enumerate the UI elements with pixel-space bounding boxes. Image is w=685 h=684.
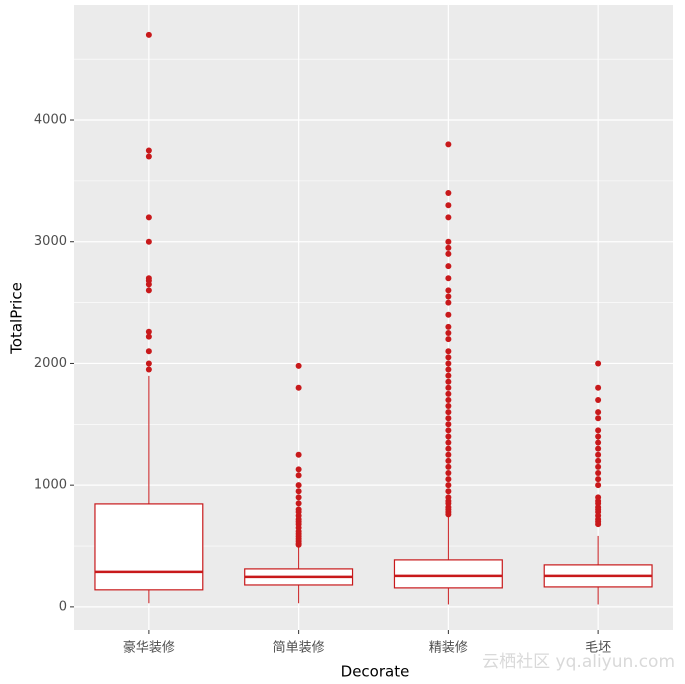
outlier (295, 541, 302, 548)
outlier (445, 202, 452, 209)
outlier (445, 293, 452, 300)
outlier (445, 415, 452, 422)
outlier (445, 336, 452, 343)
outlier (595, 396, 602, 403)
outlier (445, 390, 452, 397)
outlier (595, 463, 602, 470)
outlier (145, 147, 152, 154)
outlier (295, 500, 302, 507)
outlier (145, 31, 152, 38)
outlier (595, 415, 602, 422)
outlier (445, 482, 452, 489)
outlier (445, 250, 452, 257)
outlier (595, 384, 602, 391)
outlier (445, 463, 452, 470)
x-tick-label: 精装修 (429, 641, 468, 656)
outlier (145, 328, 152, 335)
outlier (445, 141, 452, 148)
outlier (595, 451, 602, 458)
y-tick-label: 4000 (34, 113, 67, 128)
outlier (595, 445, 602, 452)
outlier (445, 354, 452, 361)
outlier (445, 403, 452, 410)
outlier (445, 451, 452, 458)
outlier (445, 433, 452, 440)
outlier (595, 409, 602, 416)
outlier (295, 472, 302, 479)
x-tick-label: 豪华装修 (123, 640, 175, 656)
outlier (445, 263, 452, 270)
outlier (595, 476, 602, 483)
outlier (445, 366, 452, 373)
outlier (595, 469, 602, 476)
x-tick-label: 简单装修 (273, 640, 325, 656)
outlier (445, 439, 452, 446)
outlier (445, 360, 452, 367)
outlier (595, 439, 602, 446)
outlier (145, 366, 152, 373)
outlier (445, 348, 452, 355)
y-tick-label: 3000 (34, 234, 67, 249)
x-axis-label: Decorate (341, 663, 410, 681)
outlier (145, 287, 152, 294)
outlier (445, 244, 452, 251)
outlier (445, 457, 452, 464)
outlier (445, 488, 452, 495)
outlier (445, 238, 452, 245)
box (94, 503, 204, 591)
outlier (445, 311, 452, 318)
outlier (445, 409, 452, 416)
outlier (445, 323, 452, 330)
watermark: 云栖社区 yq.aliyun.com (482, 652, 675, 672)
outlier (145, 281, 152, 288)
outlier (145, 360, 152, 367)
outlier (595, 427, 602, 434)
outlier (445, 476, 452, 483)
outlier (445, 427, 452, 434)
outlier (445, 372, 452, 379)
outlier (595, 433, 602, 440)
outlier (445, 214, 452, 221)
y-tick-label: 0 (59, 599, 67, 614)
box (393, 559, 503, 589)
outlier (595, 521, 602, 528)
outlier (295, 451, 302, 458)
y-tick-label: 2000 (34, 356, 67, 371)
outlier (445, 384, 452, 391)
outlier (145, 214, 152, 221)
outlier (595, 482, 602, 489)
outlier (445, 421, 452, 428)
outlier (145, 348, 152, 355)
outlier (445, 445, 452, 452)
outlier (145, 238, 152, 245)
outlier (445, 299, 452, 306)
outlier (445, 511, 452, 518)
outlier (145, 333, 152, 340)
outlier (595, 457, 602, 464)
outlier (295, 494, 302, 501)
outlier (595, 360, 602, 367)
outlier (445, 190, 452, 197)
outlier (295, 466, 302, 473)
outlier (295, 384, 302, 391)
outlier (445, 378, 452, 385)
outlier (445, 330, 452, 337)
outlier (445, 469, 452, 476)
outlier (295, 362, 302, 369)
outlier (145, 153, 152, 160)
y-tick-label: 1000 (34, 478, 67, 493)
outlier (445, 287, 452, 294)
y-axis-label: TotalPrice (8, 282, 26, 355)
outlier (445, 396, 452, 403)
outlier (295, 482, 302, 489)
outlier (445, 275, 452, 282)
outlier (295, 488, 302, 495)
x-tick-label: 毛坯 (585, 641, 611, 656)
